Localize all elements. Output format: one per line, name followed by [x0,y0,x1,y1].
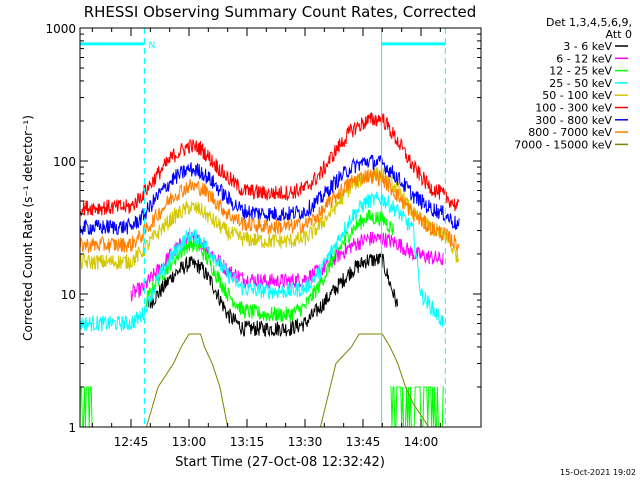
x-tick-label: 12:45 [114,435,149,449]
x-tick-label: 13:00 [172,435,207,449]
noise-band-12-25kev [79,386,93,428]
series-line-3 [79,191,445,332]
legend-label-6: 300 - 800 keV [535,114,612,127]
series-line-0 [146,252,399,338]
x-tick-label: 13:30 [288,435,323,449]
series-line-4 [79,166,460,272]
y-tick-label: 10 [61,288,76,302]
x-axis-label: Start Time (27-Oct-08 12:32:42) [175,455,385,470]
plot-frame [79,27,482,428]
series-line-6 [79,154,460,235]
night-bar-label: N [149,41,156,51]
noise-band-12-25kev [390,386,445,428]
series-line-7 [79,168,460,253]
legend-label-7: 800 - 7000 keV [528,126,612,139]
series-line-2 [146,209,394,323]
chart-title: RHESSI Observing Summary Count Rates, Co… [84,3,477,21]
y-axis-label: Corrected Count Rate (s⁻¹ detector⁻¹) [21,115,35,341]
y-tick-label: 1 [68,421,76,435]
legend-header-line2: Att 0 [606,28,632,41]
legend-label-4: 50 - 100 keV [542,89,612,102]
legend-label-0: 3 - 6 keV [563,40,612,53]
x-tick-label: 13:45 [346,435,381,449]
legend-label-1: 6 - 12 keV [556,52,612,65]
y-tick-label: 100 [53,155,76,169]
legend-label-8: 7000 - 15000 keV [514,138,612,151]
series-line-8 [146,333,429,428]
y-tick-label: 1000 [45,22,76,36]
x-tick-label: 14:00 [404,435,439,449]
legend-label-3: 25 - 50 keV [549,77,612,90]
series-line-5 [79,111,460,217]
legend-label-5: 100 - 300 keV [535,102,612,115]
date-stamp: 15-Oct-2021 19:02 [560,468,636,477]
x-tick-label: 13:15 [230,435,265,449]
legend-label-2: 12 - 25 keV [549,65,612,78]
legend-header-line1: Det 1,3,4,5,6,9, [546,16,632,29]
